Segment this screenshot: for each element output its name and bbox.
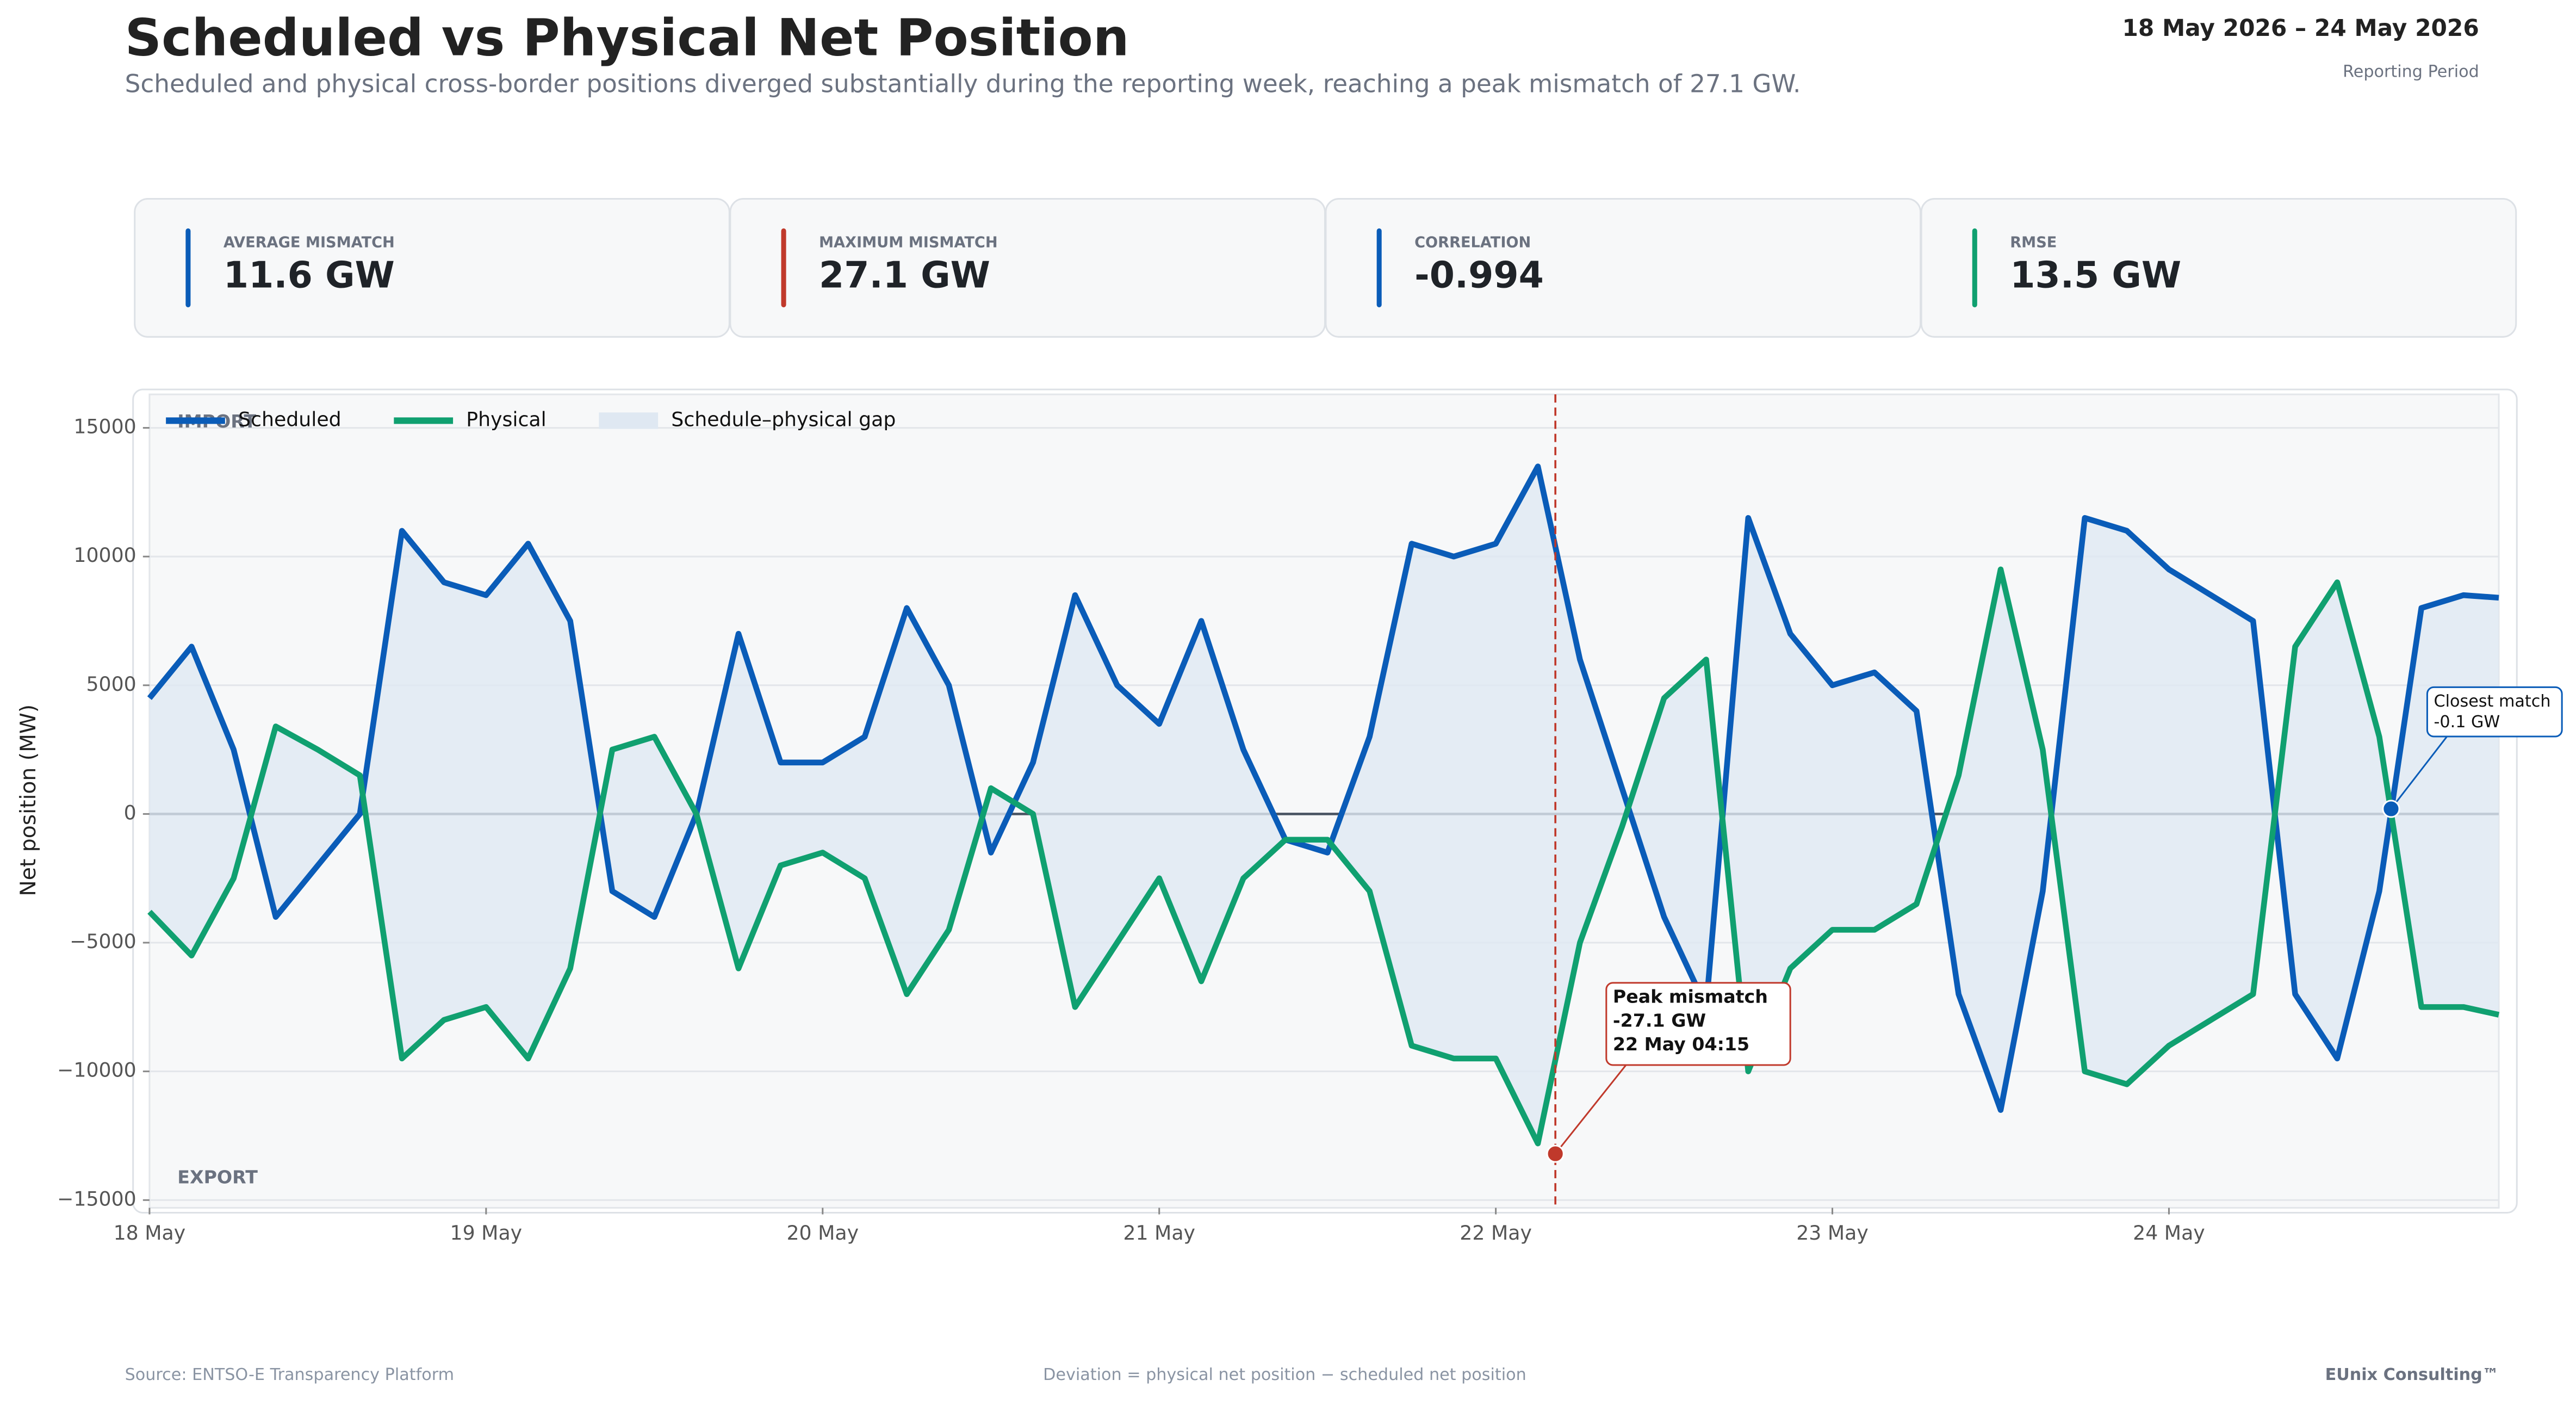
footer-source: Source: ENTSO-E Transparency Platform	[125, 1365, 454, 1384]
footer-brand: EUnix Consulting™	[2325, 1365, 2499, 1384]
kpi-value: 13.5 GW	[2010, 254, 2181, 296]
series-line	[147, 463, 2499, 1113]
kpi-accent	[1972, 228, 1977, 307]
y-tick-label: −15000	[57, 1187, 136, 1210]
legend-swatch	[599, 412, 659, 429]
annotation-point	[1546, 1144, 1565, 1163]
kpi-accent	[185, 228, 191, 307]
x-tick-label: 24 May	[2133, 1221, 2205, 1245]
annotation-arrow	[1554, 1064, 1627, 1155]
kpi-card	[1920, 198, 2517, 338]
annotation-text: Closest match	[2434, 692, 2551, 711]
kpi-label: AVERAGE MISMATCH	[224, 234, 395, 251]
annotation-box	[2426, 686, 2563, 738]
subtitle: Scheduled and physical cross-border posi…	[125, 70, 1801, 98]
annotation-arrow	[2390, 736, 2448, 809]
x-tick-label: 21 May	[1123, 1221, 1195, 1245]
period-label: Reporting Period	[2343, 62, 2479, 81]
annotation-text: -0.1 GW	[2434, 713, 2500, 732]
annotation-box	[1605, 982, 1791, 1066]
period: 18 May 2026 – 24 May 2026	[2122, 15, 2479, 41]
kpi-label: CORRELATION	[1414, 234, 1531, 251]
gap-area	[149, 466, 2499, 1144]
annotation-point	[2382, 800, 2400, 818]
x-tick-label: 18 May	[114, 1221, 186, 1245]
series-line	[147, 566, 2500, 1147]
x-tick-label: 23 May	[1796, 1221, 1869, 1245]
title: Scheduled vs Physical Net Position	[125, 8, 1129, 67]
kpi-accent	[1376, 228, 1382, 307]
kpi-accent	[781, 228, 786, 307]
y-tick-label: −10000	[57, 1059, 136, 1082]
annotation-text: -27.1 GW	[1613, 1010, 1706, 1031]
kpi-label: RMSE	[2010, 234, 2057, 251]
y-tick-label: 0	[124, 801, 136, 824]
y-tick-label: 15000	[73, 415, 136, 438]
y-tick-label: −5000	[70, 930, 136, 953]
x-tick-label: 20 May	[786, 1221, 859, 1245]
footer-note: Deviation = physical net position − sche…	[1043, 1365, 1526, 1384]
zone-label: EXPORT	[177, 1167, 258, 1188]
legend-label: Physical	[466, 407, 546, 431]
kpi-value: 11.6 GW	[224, 254, 395, 296]
y-axis-label: Net position (MW)	[16, 704, 41, 896]
y-tick-label: 5000	[86, 672, 136, 696]
legend-label: Scheduled	[238, 407, 342, 431]
kpi-label: MAXIMUM MISMATCH	[819, 234, 998, 251]
x-tick-label: 19 May	[450, 1221, 523, 1245]
annotation-text: 22 May 04:15	[1613, 1033, 1749, 1055]
annotation-text: Peak mismatch	[1613, 986, 1768, 1007]
legend-label: Schedule–physical gap	[671, 407, 896, 431]
kpi-value: -0.994	[1414, 254, 1544, 296]
x-tick-label: 22 May	[1460, 1221, 1532, 1245]
kpi-value: 27.1 GW	[819, 254, 990, 296]
y-tick-label: 10000	[73, 543, 136, 567]
